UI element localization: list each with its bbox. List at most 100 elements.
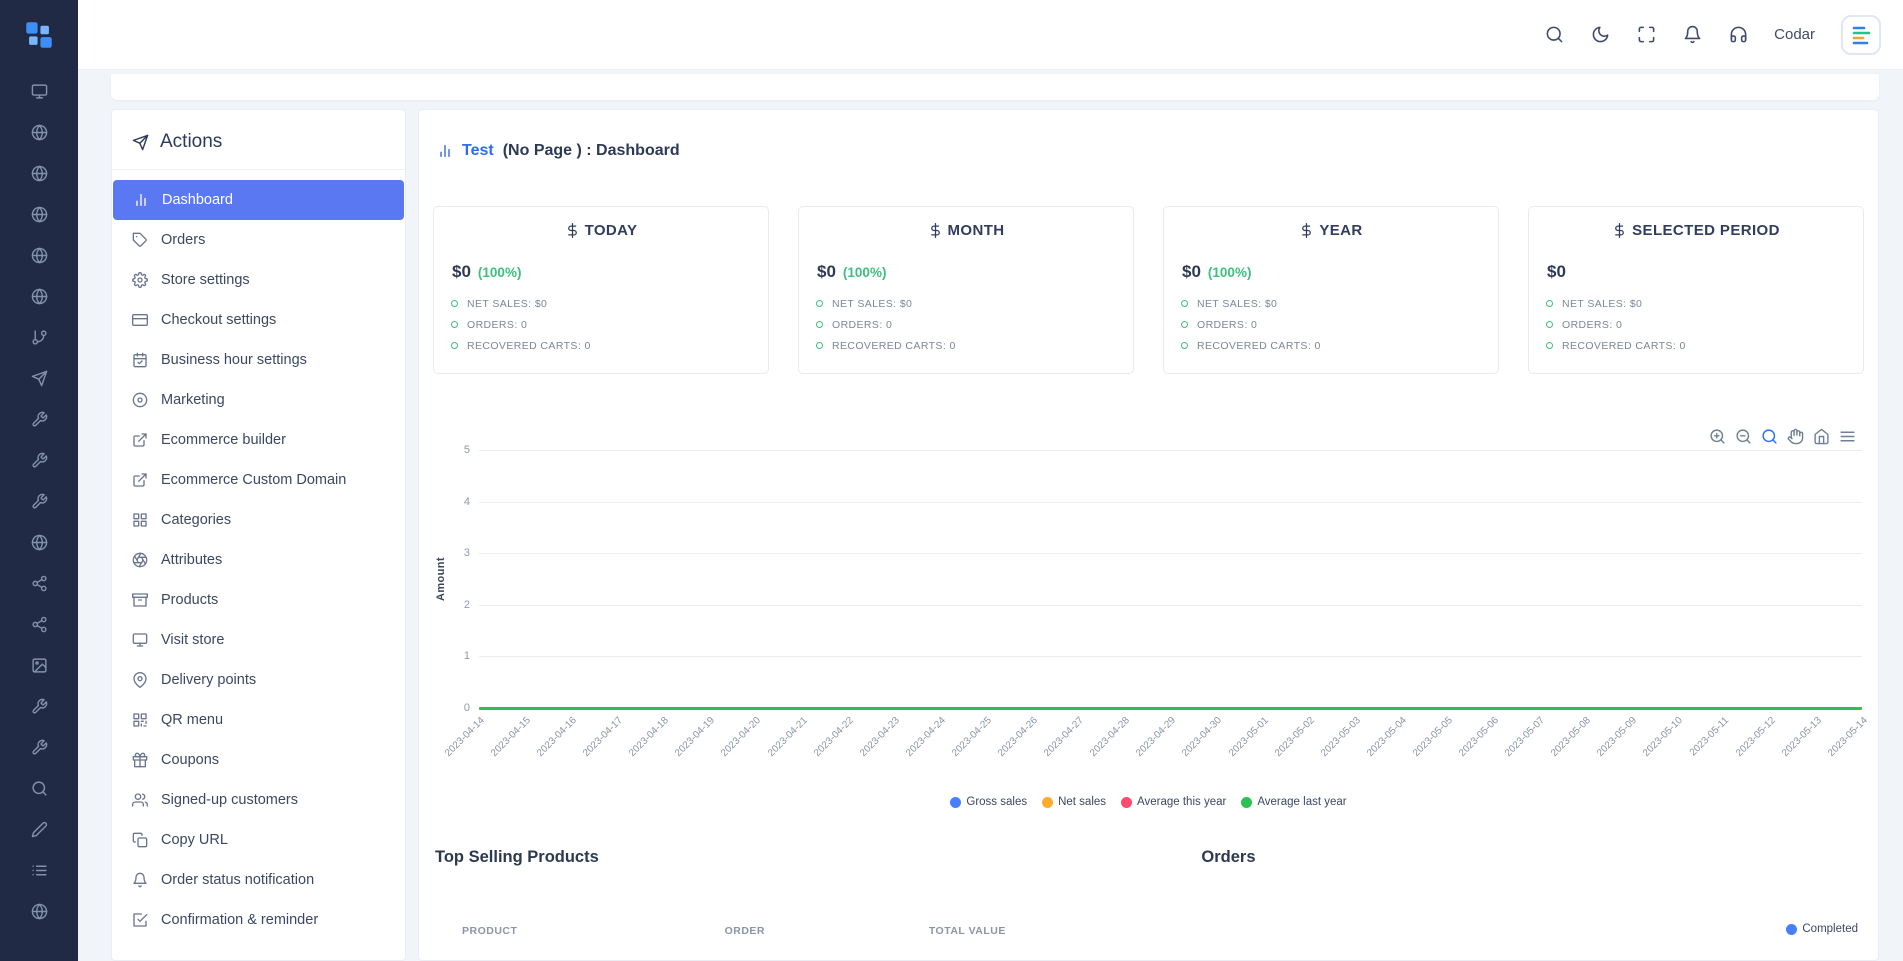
rail-list-icon[interactable] [17,850,61,891]
stat-card-year: YEAR $0 (100%) NET SALES: $0 ORDERS: 0 RECOVE… [1163,206,1499,374]
page-title-rest: (No Page ) : Dashboard [502,142,680,159]
rail-share-2-icon[interactable] [17,563,61,604]
stat-line: RECOVERED CARTS: 0 [1181,335,1481,356]
column-header-total-value: TOTAL VALUE [928,925,1006,937]
legend-item-average-last-year[interactable]: Average last year [1241,796,1347,808]
rail-share-2-icon[interactable] [17,604,61,645]
sidebar-header: Actions [112,110,405,170]
stat-amount-row: $0 [1547,262,1846,282]
stat-card-title: YEAR [1181,222,1481,239]
monitor-icon [132,632,148,648]
rail-git-branch-icon[interactable] [17,317,61,358]
rail-tool-icon[interactable] [17,686,61,727]
sidebar-item-products[interactable]: Products [112,580,405,620]
pan-icon[interactable] [1787,428,1804,445]
sidebar-item-signed-up-customers[interactable]: Signed-up customers [112,780,405,820]
legend-label: Average last year [1257,796,1347,808]
notifications-icon[interactable] [1682,25,1702,45]
sidebar-item-store-settings[interactable]: Store settings [112,260,405,300]
rail-send-icon[interactable] [17,358,61,399]
sidebar-item-business-hour-settings[interactable]: Business hour settings [112,340,405,380]
sidebar-item-delivery-points[interactable]: Delivery points [112,660,405,700]
bullet-icon [816,321,823,328]
user-name[interactable]: Codar [1774,26,1815,43]
stat-line: NET SALES: $0 [1546,293,1846,314]
sidebar-item-visit-store[interactable]: Visit store [112,620,405,660]
brand-logo[interactable] [19,15,59,55]
sidebar-item-marketing[interactable]: Marketing [112,380,405,420]
fullscreen-icon[interactable] [1636,25,1656,45]
sidebar-item-categories[interactable]: Categories [112,500,405,540]
orders-legend-item-completed[interactable]: Completed [1786,923,1858,935]
rail-globe-icon[interactable] [17,276,61,317]
search-icon[interactable] [1544,25,1564,45]
rail-globe-icon[interactable] [17,194,61,235]
rail-tool-icon[interactable] [17,399,61,440]
stat-title-text: YEAR [1319,222,1363,239]
profile-avatar[interactable] [1841,14,1881,55]
selection-zoom-icon[interactable] [1761,428,1778,445]
legend-dot [1121,796,1133,808]
sidebar-item-label: Marketing [161,392,225,408]
chart-plot-area[interactable] [479,450,1862,710]
sidebar-item-order-status-notification[interactable]: Order status notification [112,860,405,900]
stat-amount: $0 [1547,262,1566,281]
chart-body: Amount 0 1 2 3 4 5 [435,444,1862,714]
bullet-icon [1546,342,1553,349]
disc-icon [132,392,148,408]
page-title-link[interactable]: Test [462,142,494,159]
rail-search-icon[interactable] [17,768,61,809]
stats-row: TODAY $0 (100%) NET SALES: $0 ORDERS: 0 RECOV… [433,206,1864,374]
credit-card-icon [132,312,148,328]
dollar-icon [565,223,580,238]
sidebar-item-ecommerce-custom-domain[interactable]: Ecommerce Custom Domain [112,460,405,500]
stat-line: NET SALES: $0 [451,293,751,314]
zoom-in-icon[interactable] [1709,428,1726,445]
rail-edit-icon[interactable] [17,809,61,850]
legend-item-net-sales[interactable]: Net sales [1042,796,1106,808]
rail-globe-icon[interactable] [17,522,61,563]
brand-logo-icon [26,22,52,48]
stat-lines: NET SALES: $0 ORDERS: 0 RECOVERED CARTS: 0 [816,293,1116,356]
qr-icon [132,712,148,728]
sidebar-item-checkout-settings[interactable]: Checkout settings [112,300,405,340]
sidebar-item-dashboard[interactable]: Dashboard [113,180,404,220]
rail-items [17,71,61,932]
sidebar-item-label: Signed-up customers [161,792,299,808]
sidebar-menu: Dashboard Orders Store settings Checkout se… [112,170,405,940]
stat-lines: NET SALES: $0 ORDERS: 0 RECOVERED CARTS: 0 [451,293,751,356]
stat-line: NET SALES: $0 [816,293,1116,314]
rail-monitor-icon[interactable] [17,71,61,112]
home-icon[interactable] [1813,428,1830,445]
sidebar-item-attributes[interactable]: Attributes [112,540,405,580]
rail-tool-icon[interactable] [17,727,61,768]
bullet-icon [1546,300,1553,307]
zoom-out-icon[interactable] [1735,428,1752,445]
rail-image-icon[interactable] [17,645,61,686]
rail-tool-icon[interactable] [17,440,61,481]
top-selling-section: Top Selling Products PRODUCT ORDER TOTAL V… [433,848,1191,937]
support-icon[interactable] [1728,25,1748,45]
sidebar-title: Actions [160,131,223,152]
rail-tool-icon[interactable] [17,481,61,522]
dark-mode-icon[interactable] [1590,25,1610,45]
users-icon [132,792,148,808]
sidebar-item-coupons[interactable]: Coupons [112,740,405,780]
legend-item-average-this-year[interactable]: Average this year [1121,796,1226,808]
rail-globe-icon[interactable] [17,153,61,194]
rail-globe-icon[interactable] [17,235,61,276]
sidebar-item-ecommerce-builder[interactable]: Ecommerce builder [112,420,405,460]
rail-globe-icon[interactable] [17,112,61,153]
menu-icon[interactable] [1839,428,1856,445]
bullet-icon [1546,321,1553,328]
sidebar-item-orders[interactable]: Orders [112,220,405,260]
sidebar-item-confirmation-reminder[interactable]: Confirmation & reminder [112,900,405,940]
stat-card-title: TODAY [451,222,751,239]
gift-icon [132,752,148,768]
legend-label: Average this year [1137,796,1227,808]
legend-item-gross-sales[interactable]: Gross sales [950,796,1027,808]
settings-icon [132,272,148,288]
sidebar-item-copy-url[interactable]: Copy URL [112,820,405,860]
sidebar-item-qr-menu[interactable]: QR menu [112,700,405,740]
rail-globe-icon[interactable] [17,891,61,932]
